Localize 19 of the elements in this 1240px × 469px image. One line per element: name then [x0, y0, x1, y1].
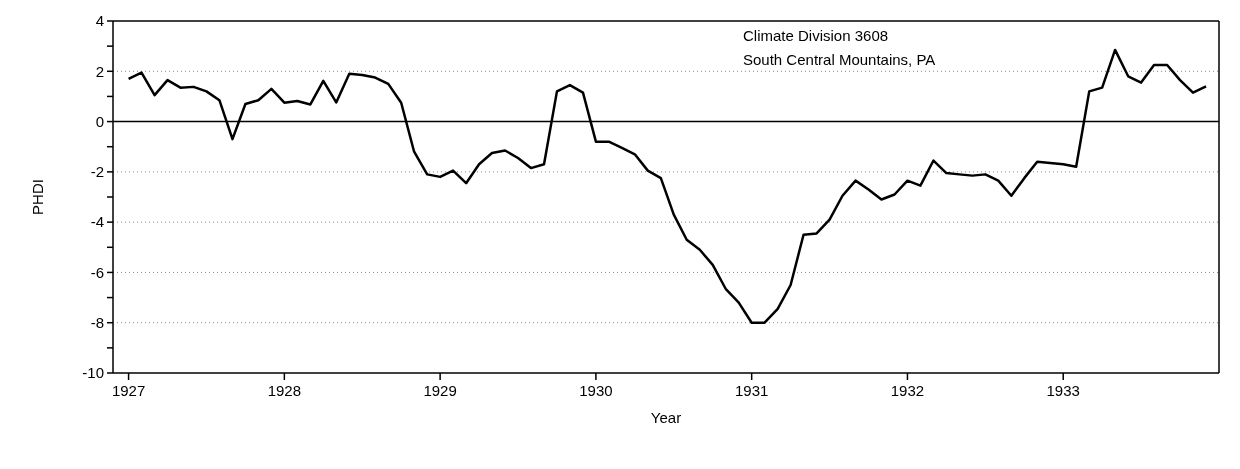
- x-tick-label: 1932: [890, 381, 925, 399]
- x-tick-label: 1933: [1046, 381, 1080, 399]
- x-tick-label: 1928: [267, 381, 302, 399]
- y-tick-label: -8: [90, 314, 104, 332]
- y-tick-label: -6: [90, 263, 104, 281]
- annotation: Climate Division 3608: [743, 26, 890, 46]
- y-axis-title: PHDI: [29, 179, 47, 215]
- y-tick-label: -10: [82, 364, 104, 382]
- x-tick-label: 1930: [579, 381, 613, 399]
- x-tick-label: 1929: [423, 381, 457, 399]
- y-tick-label: -4: [90, 213, 104, 231]
- x-axis-title: Year: [650, 409, 682, 426]
- annotation: South Central Mountains, PA: [743, 50, 936, 70]
- y-tick-label: -2: [90, 163, 104, 181]
- y-tick-label: 4: [95, 12, 104, 30]
- x-tick-label: 1931: [734, 381, 769, 399]
- y-tick-label: 0: [95, 112, 104, 130]
- x-tick-label: 1927: [111, 381, 146, 399]
- y-tick-label: 2: [95, 62, 104, 80]
